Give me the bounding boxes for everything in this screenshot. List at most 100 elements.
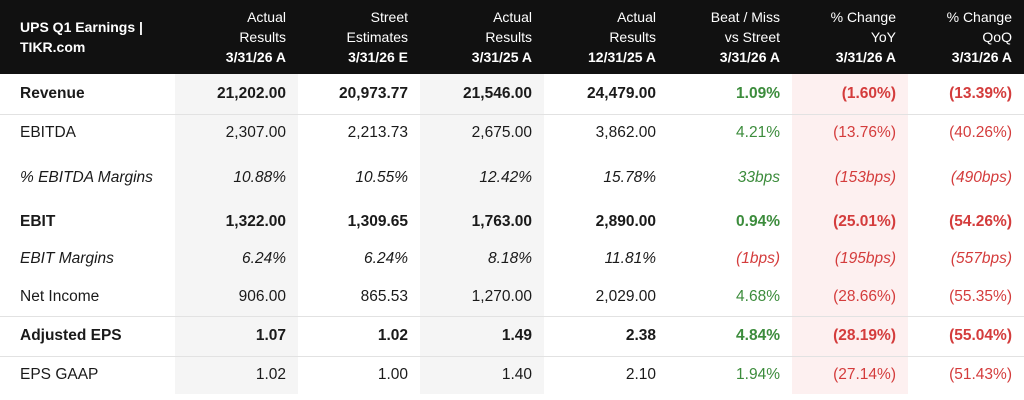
cell-street-estimate: 20,973.77: [298, 74, 420, 115]
cell-change-yoy: (13.76%): [792, 114, 908, 152]
cell-change-qoq: (51.43%): [949, 366, 1012, 384]
column-header-line: Estimates: [346, 29, 408, 45]
column-header-line: Beat / Miss: [710, 9, 780, 25]
column-header-street-estimates: Street Estimates 3/31/26 E: [298, 0, 420, 74]
table-row-ebitda: EBITDA 2,307.00 2,213.73 2,675.00 3,862.…: [0, 114, 1024, 152]
cell-change-yoy: (28.19%): [792, 315, 908, 357]
table-row-net-income: Net Income 906.00 865.53 1,270.00 2,029.…: [0, 278, 1024, 316]
cell-actual-current: 6.24%: [175, 240, 298, 278]
column-header-date: 3/31/26 A: [951, 49, 1012, 65]
cell-actual-prior-year: 21,546.00: [420, 74, 544, 115]
column-header-line: Results: [485, 29, 532, 45]
row-label: Net Income: [20, 287, 100, 305]
table-row-ebit-margins: EBIT Margins 6.24% 6.24% 8.18% 11.81% (1…: [0, 240, 1024, 278]
table-row-ebitda-margins: % EBITDA Margins 10.88% 10.55% 12.42% 15…: [0, 152, 1024, 204]
column-header-line: Results: [609, 29, 656, 45]
cell-actual-prior-year: 2,675.00: [420, 114, 544, 152]
cell-actual-current: 2,307.00: [175, 114, 298, 152]
column-header-date: 3/31/25 A: [471, 49, 532, 65]
row-label: EPS GAAP: [20, 366, 99, 384]
column-header-change-yoy: % Change YoY 3/31/26 A: [792, 0, 908, 74]
cell-street-estimate: 1.02: [298, 315, 420, 357]
cell-actual-prior-year: 1.40: [420, 356, 544, 394]
cell-actual-current: 906.00: [175, 278, 298, 316]
cell-change-yoy: (27.14%): [792, 356, 908, 394]
cell-street-estimate: 865.53: [360, 287, 408, 305]
column-header-actual-3-31-25: Actual Results 3/31/25 A: [420, 0, 544, 74]
cell-actual-prior-quarter: 24,479.00: [544, 74, 668, 115]
column-header-line: Street: [370, 9, 408, 25]
table-row-revenue: Revenue 21,202.00 20,973.77 21,546.00 24…: [0, 74, 1024, 115]
cell-actual-current: 1.07: [175, 315, 298, 357]
cell-street-estimate: 2,213.73: [347, 124, 408, 142]
column-header-date: 3/31/26 E: [348, 49, 408, 65]
cell-actual-prior-year: 8.18%: [420, 240, 544, 278]
column-header-line: % Change: [830, 9, 896, 25]
row-label: EBIT: [20, 213, 56, 230]
column-header-date: 3/31/26 A: [835, 49, 896, 65]
row-label: EBIT Margins: [20, 250, 114, 267]
cell-change-qoq: (55.35%): [949, 287, 1012, 305]
table-row-adjusted-eps: Adjusted EPS 1.07 1.02 1.49 2.38 4.84% (…: [0, 315, 1024, 357]
row-label: Revenue: [0, 74, 175, 115]
column-header-actual-3-31-26: Actual Results 3/31/26 A: [175, 0, 298, 74]
cell-change-yoy: (195bps): [792, 240, 908, 278]
title-line-1: UPS Q1 Earnings |: [20, 19, 143, 35]
cell-beat-miss: 33bps: [737, 169, 780, 186]
cell-street-estimate: 1,309.65: [347, 213, 408, 230]
column-header-line: YoY: [870, 29, 896, 45]
cell-change-yoy: (25.01%): [792, 204, 908, 240]
cell-actual-current: 10.88%: [175, 152, 298, 204]
column-header-line: vs Street: [724, 29, 780, 45]
column-header-line: Results: [239, 29, 286, 45]
title-line-2: TIKR.com: [20, 39, 86, 55]
cell-change-qoq: (55.04%): [908, 315, 1024, 357]
row-label: Adjusted EPS: [0, 315, 175, 357]
cell-actual-prior-year: 1.49: [420, 315, 544, 357]
cell-change-qoq: (557bps): [950, 250, 1012, 267]
column-header-line: Actual: [493, 9, 532, 25]
cell-actual-prior-year: 1,763.00: [420, 204, 544, 240]
cell-actual-prior-quarter: 2,890.00: [595, 213, 656, 230]
column-header-line: QoQ: [982, 29, 1012, 45]
cell-actual-prior-quarter: 15.78%: [603, 169, 656, 186]
cell-actual-prior-quarter: 2,029.00: [595, 287, 656, 305]
cell-beat-miss: 1.09%: [668, 74, 792, 115]
cell-actual-prior-year: 12.42%: [420, 152, 544, 204]
cell-actual-prior-quarter: 2.10: [625, 366, 656, 384]
cell-beat-miss: 1.94%: [736, 366, 780, 384]
cell-change-yoy: (153bps): [792, 152, 908, 204]
header-row: UPS Q1 Earnings | TIKR.com Actual Result…: [0, 0, 1024, 74]
cell-actual-prior-quarter: 11.81%: [604, 250, 656, 267]
cell-beat-miss: 4.21%: [736, 124, 780, 142]
cell-change-yoy: (28.66%): [792, 278, 908, 316]
column-header-actual-12-31-25: Actual Results 12/31/25 A: [544, 0, 668, 74]
column-header-line: Actual: [617, 9, 656, 25]
cell-change-yoy: (1.60%): [792, 74, 908, 115]
cell-actual-current: 1,322.00: [175, 204, 298, 240]
cell-beat-miss: (1bps): [736, 250, 780, 267]
cell-street-estimate: 6.24%: [364, 250, 408, 267]
column-header-date: 12/31/25 A: [588, 49, 656, 65]
table-title: UPS Q1 Earnings | TIKR.com: [0, 0, 175, 74]
cell-beat-miss: 0.94%: [736, 213, 780, 230]
cell-beat-miss: 4.68%: [736, 287, 780, 305]
cell-actual-prior-year: 1,270.00: [420, 278, 544, 316]
cell-change-qoq: (13.39%): [908, 74, 1024, 115]
column-header-change-qoq: % Change QoQ 3/31/26 A: [908, 0, 1024, 74]
cell-actual-prior-quarter: 2.38: [544, 315, 668, 357]
row-label: EBITDA: [20, 124, 76, 142]
column-header-beat-miss: Beat / Miss vs Street 3/31/26 A: [668, 0, 792, 74]
column-header-line: % Change: [946, 9, 1012, 25]
cell-change-qoq: (54.26%): [949, 213, 1012, 230]
cell-change-qoq: (40.26%): [949, 124, 1012, 142]
cell-street-estimate: 10.55%: [355, 169, 408, 186]
cell-actual-prior-quarter: 3,862.00: [595, 124, 656, 142]
column-header-date: 3/31/26 A: [225, 49, 286, 65]
table-row-ebit: EBIT 1,322.00 1,309.65 1,763.00 2,890.00…: [0, 204, 1024, 240]
cell-change-qoq: (490bps): [950, 169, 1012, 186]
cell-street-estimate: 1.00: [377, 366, 408, 384]
column-header-date: 3/31/26 A: [719, 49, 780, 65]
table-row-eps-gaap: EPS GAAP 1.02 1.00 1.40 2.10 1.94% (27.1…: [0, 356, 1024, 394]
